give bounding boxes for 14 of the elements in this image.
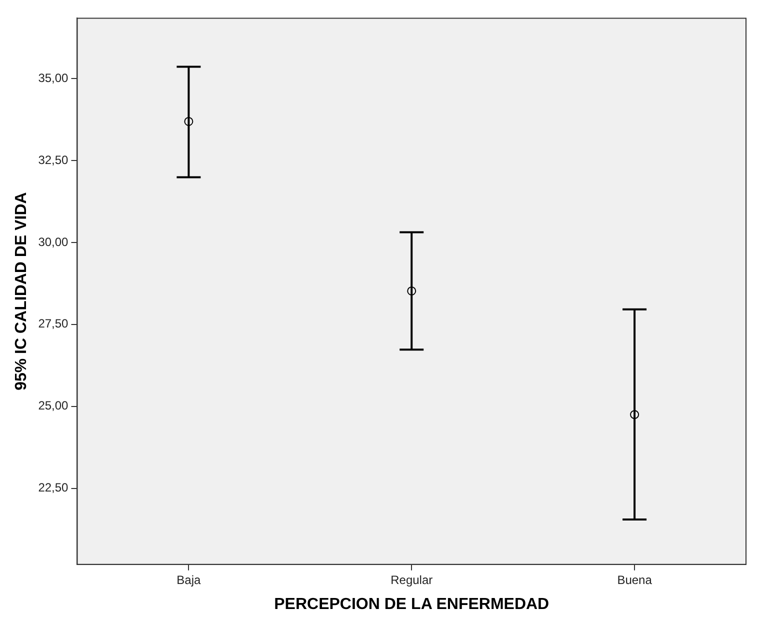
point — [407, 286, 416, 296]
x-tick-label: Buena — [617, 572, 652, 587]
y-tick-label: 32,50 — [38, 152, 69, 167]
y-tick-label: 25,00 — [38, 398, 69, 413]
y-tick-label: 35,00 — [38, 70, 69, 85]
y-axis-title: 95% IC CALIDAD DE VIDA — [13, 192, 30, 390]
y-tick-label: 30,00 — [38, 234, 69, 249]
point — [630, 410, 640, 420]
y-tick-label: 22,50 — [38, 480, 69, 495]
x-axis-title: PERCEPCION DE LA ENFERMEDAD — [274, 596, 550, 613]
x-tick-label: Regular — [390, 572, 433, 587]
y-tick-label: 27,50 — [38, 316, 69, 331]
point — [184, 116, 194, 126]
x-tick-label: Baja — [176, 572, 202, 587]
